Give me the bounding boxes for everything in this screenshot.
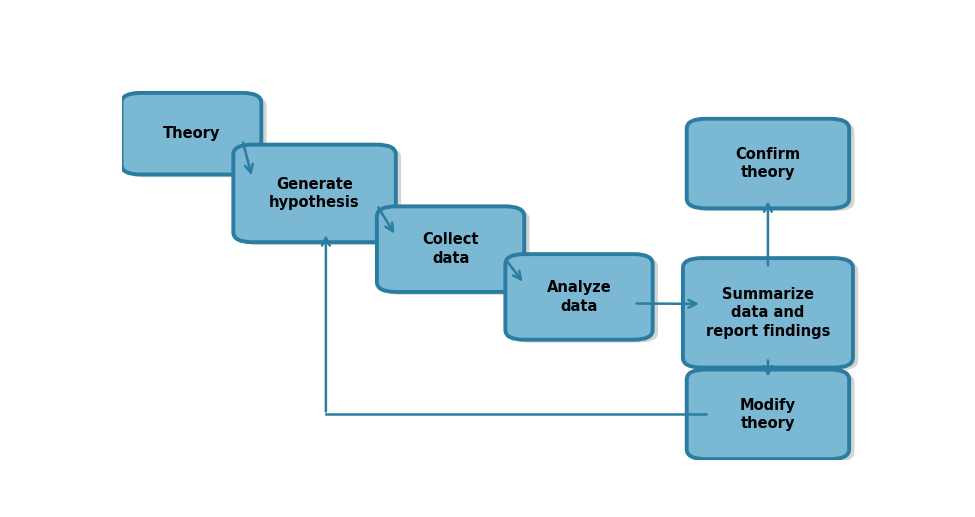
Text: Collect
data: Collect data <box>422 232 479 266</box>
FancyBboxPatch shape <box>511 257 658 342</box>
FancyBboxPatch shape <box>122 93 261 175</box>
FancyBboxPatch shape <box>692 121 854 211</box>
FancyBboxPatch shape <box>127 96 266 177</box>
FancyBboxPatch shape <box>688 261 858 370</box>
FancyBboxPatch shape <box>692 372 854 462</box>
FancyBboxPatch shape <box>505 254 652 340</box>
Text: Generate
hypothesis: Generate hypothesis <box>269 177 360 210</box>
FancyBboxPatch shape <box>377 206 525 292</box>
Text: Analyze
data: Analyze data <box>547 280 611 314</box>
FancyBboxPatch shape <box>382 209 529 295</box>
FancyBboxPatch shape <box>686 370 849 459</box>
FancyBboxPatch shape <box>682 258 853 368</box>
Text: Modify
theory: Modify theory <box>740 398 796 431</box>
FancyBboxPatch shape <box>233 145 396 242</box>
FancyBboxPatch shape <box>239 147 401 245</box>
FancyBboxPatch shape <box>686 119 849 208</box>
Text: Summarize
data and
report findings: Summarize data and report findings <box>706 287 830 339</box>
Text: Confirm
theory: Confirm theory <box>735 147 800 180</box>
Text: Theory: Theory <box>163 126 220 141</box>
